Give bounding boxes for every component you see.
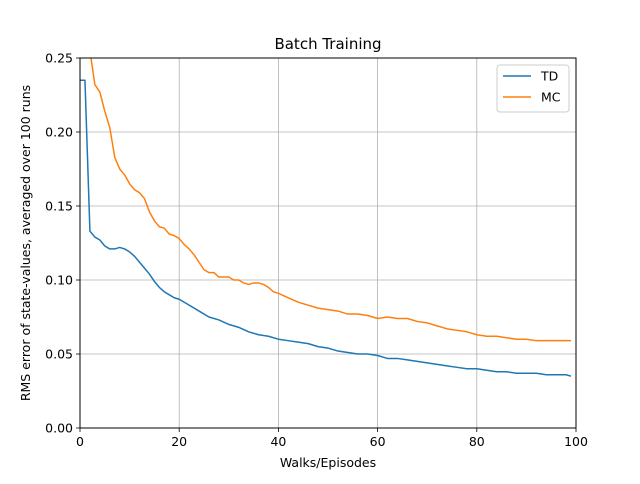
y-tick-label: 0.20 [45, 125, 73, 140]
y-tick-label: 0.00 [45, 421, 73, 436]
legend: TD MC [496, 64, 570, 113]
x-axis-label: Walks/Episodes [280, 455, 376, 470]
legend-label-mc: MC [541, 90, 561, 105]
y-tick-label: 0.05 [45, 347, 73, 362]
y-tick-label: 0.25 [45, 51, 73, 66]
plot-frame [79, 57, 577, 429]
x-tick-label: 0 [76, 434, 84, 449]
x-tick-label: 20 [171, 434, 187, 449]
gridlines [79, 57, 577, 429]
series-layer [80, 58, 572, 377]
x-tick-label: 60 [370, 434, 386, 449]
y-tick-label: 0.15 [45, 199, 73, 214]
y-tick-label: 0.10 [45, 273, 73, 288]
x-tick-label: 40 [270, 434, 286, 449]
series-line-td [80, 79, 572, 377]
series-line-mc [90, 58, 572, 342]
x-tick-label: 100 [564, 434, 588, 449]
y-axis-label: RMS error of state-values, averaged over… [18, 85, 33, 401]
axis-ticks: 0 20 40 60 80 100 0.00 0.05 0.10 0.15 0.20 0.25 [45, 51, 588, 450]
legend-label-td: TD [540, 69, 558, 84]
chart-title: Batch Training [274, 35, 381, 53]
x-tick-label: 80 [469, 434, 485, 449]
